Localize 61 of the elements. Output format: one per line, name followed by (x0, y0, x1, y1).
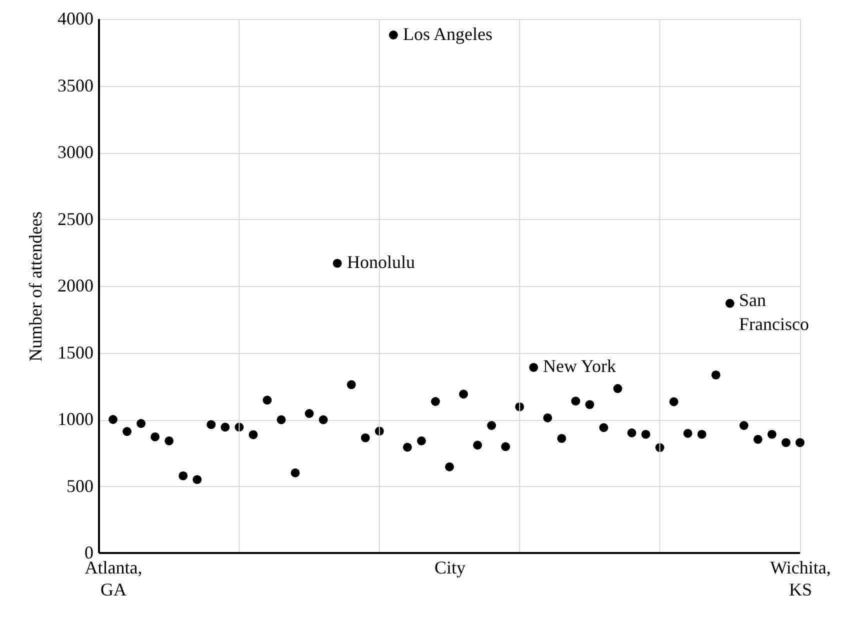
annotation: Los Angeles (403, 24, 492, 44)
point (725, 298, 734, 308)
x-tick-label: Wichita, KS (770, 558, 831, 600)
point (599, 423, 608, 432)
point (782, 438, 790, 448)
point (220, 422, 230, 432)
annotation: New York (543, 356, 616, 376)
point (178, 471, 188, 480)
point (304, 409, 314, 418)
point (248, 430, 258, 440)
y-tick-label: 1000 (58, 409, 94, 429)
y-tick-label: 4000 (58, 8, 94, 28)
point (501, 442, 510, 452)
x-axis-title: City (434, 558, 466, 578)
point (739, 421, 748, 430)
point (402, 442, 412, 452)
point (585, 400, 594, 410)
y-tick-label: 3500 (58, 75, 94, 96)
point (571, 396, 580, 406)
point (416, 436, 426, 446)
point (487, 421, 496, 430)
point (753, 434, 762, 444)
point (150, 432, 160, 442)
point (431, 397, 440, 406)
point (206, 420, 216, 430)
point (473, 440, 482, 450)
y-tick-label: 2000 (58, 276, 94, 296)
y-tick-label: 3000 (58, 142, 94, 162)
point (796, 438, 804, 448)
y-tick-label: 1500 (58, 342, 94, 362)
point (641, 430, 650, 439)
point (290, 468, 300, 478)
point (276, 415, 286, 424)
y-tick-label: 2500 (58, 208, 94, 229)
point (697, 430, 706, 439)
point (627, 428, 636, 438)
point (683, 428, 692, 438)
point (108, 415, 118, 424)
point (529, 362, 538, 372)
point (332, 258, 342, 268)
point (669, 397, 678, 406)
annotation: San Francisco (739, 290, 809, 334)
point (543, 413, 552, 422)
point (122, 427, 132, 436)
point (262, 396, 272, 405)
y-tick-label: 500 (66, 476, 94, 496)
point (136, 419, 146, 428)
annotation: Honolulu (347, 252, 416, 272)
point (711, 370, 720, 380)
point (360, 433, 370, 442)
point (192, 475, 202, 484)
point (613, 384, 622, 393)
point (767, 430, 776, 439)
point (388, 30, 398, 40)
point (318, 415, 328, 424)
point (346, 380, 356, 390)
point (557, 434, 566, 443)
point (445, 462, 454, 472)
point (164, 436, 174, 446)
point (459, 390, 468, 399)
y-axis-title: Number of attendees (26, 212, 46, 362)
